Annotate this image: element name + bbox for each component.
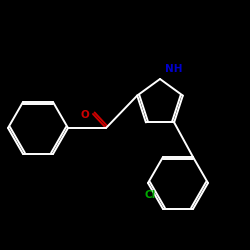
Text: Cl: Cl	[144, 190, 156, 200]
Text: NH: NH	[165, 64, 183, 74]
Text: O: O	[80, 110, 90, 120]
